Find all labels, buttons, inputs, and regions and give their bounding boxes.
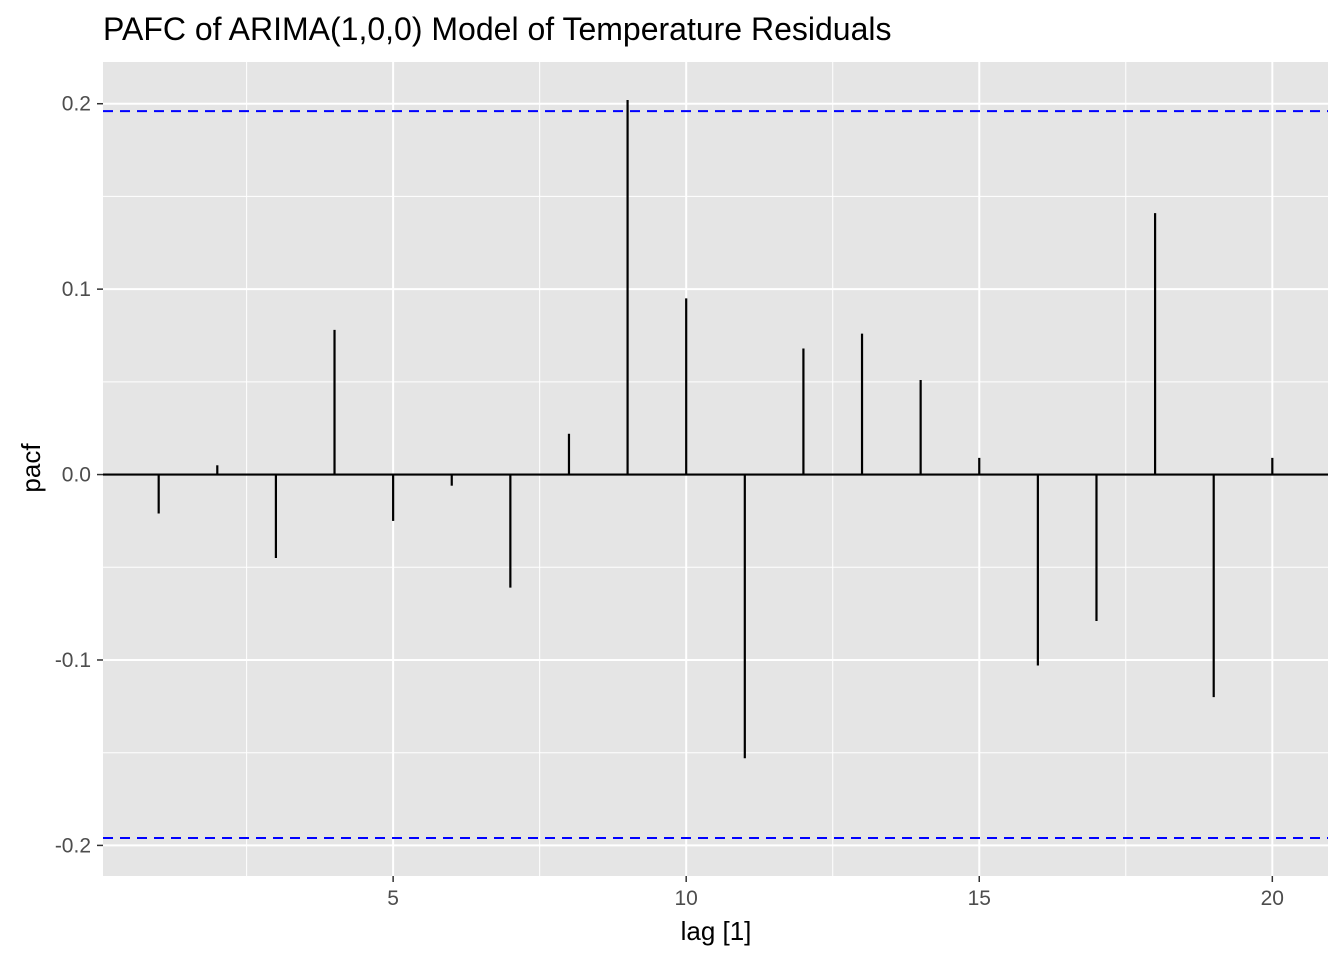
y-axis-title: pacf bbox=[16, 443, 46, 493]
panel-background bbox=[103, 62, 1328, 876]
y-axis: -0.2 -0.1 0.0 0.1 0.2 bbox=[55, 93, 103, 857]
y-tick-label: -0.1 bbox=[55, 649, 91, 672]
x-axis-title: lag [1] bbox=[681, 916, 752, 946]
y-tick-label: 0.2 bbox=[62, 93, 91, 116]
x-tick-label: 5 bbox=[387, 887, 399, 910]
x-axis: 5 10 15 20 bbox=[387, 876, 1284, 910]
x-tick-label: 15 bbox=[968, 887, 991, 910]
x-tick-label: 20 bbox=[1261, 887, 1284, 910]
y-tick-label: 0.1 bbox=[62, 278, 91, 301]
y-tick-label: 0.0 bbox=[62, 464, 91, 487]
x-tick-label: 10 bbox=[675, 887, 698, 910]
chart-title: PAFC of ARIMA(1,0,0) Model of Temperatur… bbox=[103, 11, 891, 47]
y-tick-label: -0.2 bbox=[55, 834, 91, 857]
plot-panel bbox=[103, 62, 1328, 876]
